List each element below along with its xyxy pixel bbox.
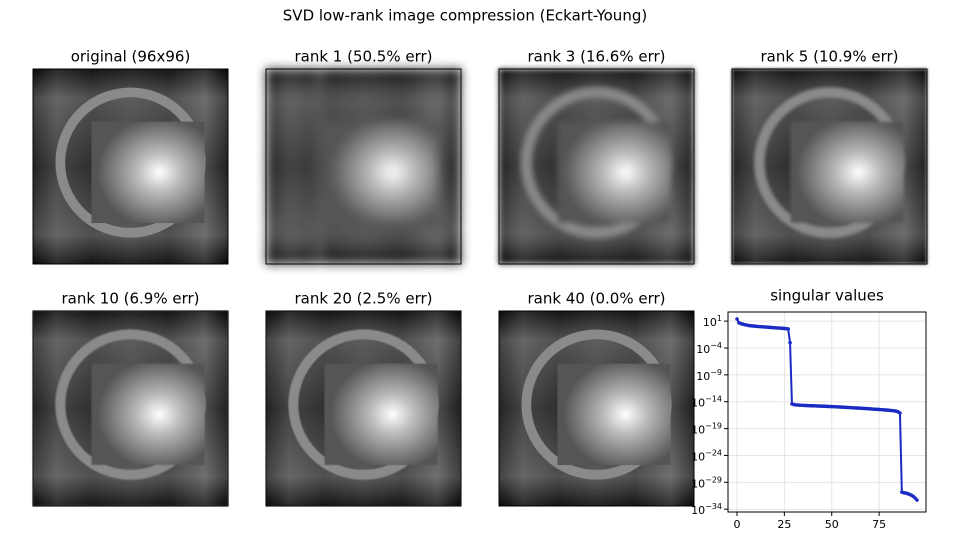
x-tick-label: 0 bbox=[734, 518, 741, 531]
panel-image bbox=[32, 310, 229, 507]
x-tick-label: 50 bbox=[825, 518, 839, 531]
image-content bbox=[266, 69, 461, 264]
panel-image bbox=[265, 310, 462, 507]
x-tick-label: 25 bbox=[777, 518, 791, 531]
y-tick-base: 10 bbox=[691, 397, 705, 410]
y-tick-exponent: −24 bbox=[705, 448, 722, 457]
image-content bbox=[732, 69, 927, 264]
image-content bbox=[266, 311, 461, 506]
image-frame bbox=[32, 68, 229, 265]
y-tick-exponent: 1 bbox=[717, 314, 722, 323]
y-tick-exponent: −19 bbox=[705, 421, 722, 430]
image-frame bbox=[498, 68, 695, 265]
image-square bbox=[91, 121, 205, 224]
image-frame bbox=[265, 68, 462, 265]
y-tick-label: 10−34 bbox=[691, 502, 722, 517]
panel-title: rank 10 (6.9% err) bbox=[61, 290, 199, 308]
image-square bbox=[91, 363, 205, 466]
chart-title: singular values bbox=[770, 287, 884, 305]
y-tick-exponent: −4 bbox=[710, 340, 722, 349]
figure-title: SVD low-rank image compression (Eckart-Y… bbox=[283, 7, 647, 25]
y-tick-base: 10 bbox=[691, 450, 705, 463]
y-tick-base: 10 bbox=[703, 316, 717, 329]
panel-image bbox=[265, 68, 462, 265]
image-frame bbox=[32, 310, 229, 507]
y-tick-label: 10−29 bbox=[691, 475, 722, 491]
image-square bbox=[557, 121, 671, 224]
image-square bbox=[557, 363, 671, 466]
panel-image bbox=[498, 310, 695, 507]
image-square bbox=[324, 121, 438, 224]
y-tick-base: 10 bbox=[691, 504, 705, 517]
image-content bbox=[33, 69, 228, 264]
y-tick-label: 10−9 bbox=[696, 367, 722, 383]
image-frame bbox=[265, 310, 462, 507]
panel-title: rank 5 (10.9% err) bbox=[760, 48, 898, 66]
panel-title: original (96x96) bbox=[71, 48, 191, 66]
panel-image bbox=[498, 68, 695, 265]
y-tick-exponent: −34 bbox=[705, 502, 722, 511]
y-tick-label: 10−24 bbox=[691, 448, 722, 464]
y-tick-base: 10 bbox=[691, 477, 705, 490]
panel-image bbox=[731, 68, 928, 265]
x-tick-label: 75 bbox=[872, 518, 886, 531]
y-tick-label: 101 bbox=[703, 314, 722, 330]
y-tick-base: 10 bbox=[696, 370, 710, 383]
image-content bbox=[33, 311, 228, 506]
panel-image bbox=[32, 68, 229, 265]
image-frame bbox=[731, 68, 928, 265]
y-tick-label: 10−19 bbox=[691, 421, 722, 437]
point bbox=[786, 327, 790, 331]
y-tick-exponent: −9 bbox=[710, 367, 722, 376]
y-tick-base: 10 bbox=[691, 424, 705, 437]
y-tick-label: 10−14 bbox=[691, 394, 722, 410]
image-square bbox=[324, 363, 438, 466]
point bbox=[915, 498, 919, 502]
image-band bbox=[266, 221, 461, 233]
y-tick-base: 10 bbox=[696, 343, 710, 356]
image-frame bbox=[498, 310, 695, 507]
y-tick-label: 10−4 bbox=[696, 340, 722, 356]
y-tick-exponent: −14 bbox=[705, 394, 722, 403]
image-content bbox=[499, 69, 694, 264]
point bbox=[788, 340, 792, 345]
panel-title: rank 20 (2.5% err) bbox=[294, 290, 432, 308]
panel-title: rank 1 (50.5% err) bbox=[294, 48, 432, 66]
point bbox=[735, 317, 739, 321]
image-band bbox=[314, 69, 325, 264]
panel-title: rank 40 (0.0% err) bbox=[527, 290, 665, 308]
point bbox=[898, 411, 902, 415]
y-tick-exponent: −29 bbox=[705, 475, 722, 484]
image-square bbox=[790, 121, 904, 224]
image-content bbox=[499, 311, 694, 506]
axes-frame bbox=[727, 311, 927, 513]
panel-title: rank 3 (16.6% err) bbox=[527, 48, 665, 66]
